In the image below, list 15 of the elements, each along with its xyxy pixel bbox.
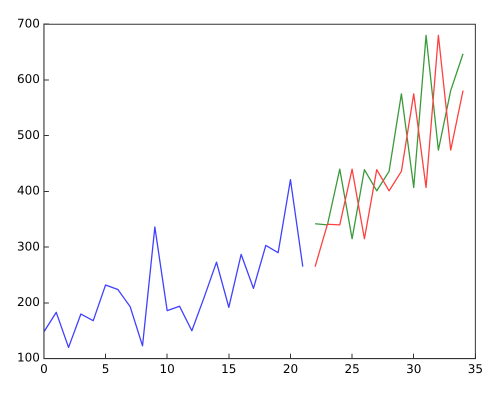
y-tick-label: 500	[17, 128, 40, 142]
x-tick-label: 15	[221, 362, 236, 376]
y-tick-label: 300	[17, 239, 40, 254]
x-tick-label: 35	[468, 362, 484, 376]
x-tick-label: 10	[160, 362, 175, 376]
x-tick-label: 20	[282, 362, 298, 376]
x-tick-label: 25	[344, 362, 360, 376]
x-tick-label: 0	[40, 362, 48, 376]
y-tick-label: 700	[17, 16, 40, 30]
y-tick-label: 200	[17, 294, 40, 309]
y-tick-label: 100	[17, 350, 40, 365]
y-tick-label: 400	[17, 184, 40, 198]
x-tick-label: 30	[406, 362, 422, 376]
y-tick-label: 600	[17, 72, 40, 86]
x-tick-label: 5	[102, 362, 110, 376]
